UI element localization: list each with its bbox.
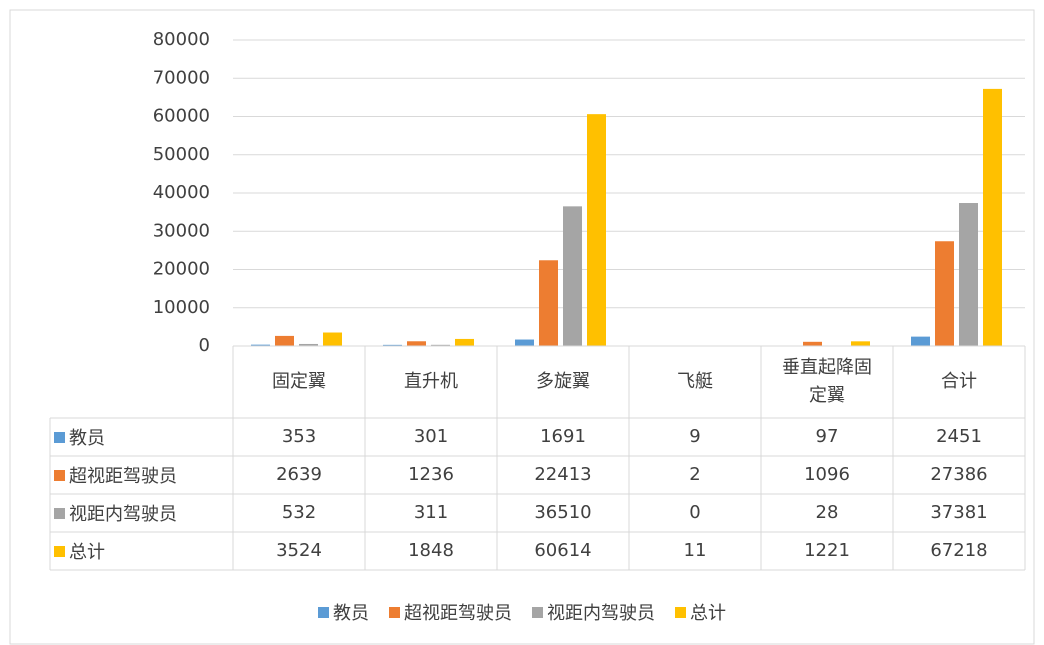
x-tick-label: 直升机 — [404, 371, 458, 392]
table-value: 3524 — [276, 540, 322, 561]
bar — [563, 206, 582, 346]
table-value: 36510 — [534, 502, 592, 523]
table-value: 27386 — [930, 464, 988, 485]
bar — [431, 344, 450, 346]
bar — [959, 203, 978, 346]
table-value: 0 — [689, 502, 701, 523]
table-value: 301 — [413, 426, 449, 447]
bar — [983, 88, 1002, 347]
table-value: 60614 — [534, 540, 592, 561]
x-tick-label: 合计 — [941, 371, 977, 392]
legend-key — [54, 431, 65, 443]
x-tick-label: 垂直起降固定翼 — [782, 357, 872, 406]
bar — [275, 335, 294, 346]
legend: 教员 超视距驾驶员 视距内驾驶员 总计 — [0, 596, 1044, 628]
y-tick-label: 50000 — [153, 144, 210, 165]
table-value: 2 — [689, 464, 701, 485]
table-value: 9 — [689, 426, 701, 447]
bar — [383, 344, 402, 346]
table-value: 2451 — [936, 426, 982, 447]
legend-key — [318, 606, 329, 618]
bar — [587, 114, 606, 346]
chart-border — [9, 9, 1035, 645]
legend-key — [54, 507, 65, 519]
table-value: 532 — [281, 502, 317, 523]
table-value: 2639 — [276, 464, 322, 485]
bar — [911, 336, 930, 346]
table-value: 28 — [815, 502, 839, 523]
y-tick-label: 0 — [199, 335, 210, 356]
table-value: 1691 — [540, 426, 586, 447]
table-value: 37381 — [930, 502, 988, 523]
y-tick-label: 40000 — [153, 182, 210, 203]
bar — [251, 344, 270, 346]
y-tick-label: 70000 — [153, 67, 210, 88]
row-label: 总计 — [50, 532, 237, 570]
x-tick-label: 多旋翼 — [536, 371, 590, 392]
bar — [851, 341, 870, 346]
table-value: 22413 — [534, 464, 592, 485]
row-label: 超视距驾驶员 — [50, 456, 237, 494]
row-label-text: 总计 — [69, 542, 105, 563]
legend-item: 教员 — [318, 599, 369, 625]
bar — [323, 332, 342, 346]
bar — [539, 260, 558, 346]
bar — [407, 341, 426, 346]
legend-key — [54, 469, 65, 481]
legend-key — [532, 606, 543, 618]
legend-key — [675, 606, 686, 618]
x-tick-label: 飞艇 — [677, 371, 713, 392]
legend-label: 总计 — [690, 603, 726, 624]
table-value: 11 — [683, 540, 707, 561]
table-value: 353 — [281, 426, 317, 447]
row-label: 教员 — [50, 418, 237, 456]
table-value: 1096 — [804, 464, 850, 485]
bar — [515, 339, 534, 346]
table-value: 97 — [815, 426, 839, 447]
bar — [455, 338, 474, 346]
table-value: 1221 — [804, 540, 850, 561]
legend-label: 教员 — [333, 603, 369, 624]
row-label: 视距内驾驶员 — [50, 494, 237, 532]
table-value: 311 — [413, 502, 449, 523]
legend-key — [389, 606, 400, 618]
bar — [935, 241, 954, 346]
row-label-text: 视距内驾驶员 — [69, 504, 177, 525]
legend-label: 视距内驾驶员 — [547, 603, 655, 624]
table-value: 1236 — [408, 464, 454, 485]
legend-key — [54, 545, 65, 557]
bar — [299, 343, 318, 346]
y-tick-label: 80000 — [153, 29, 210, 50]
y-tick-label: 20000 — [153, 259, 210, 280]
x-tick-label: 固定翼 — [272, 371, 326, 392]
legend-label: 超视距驾驶员 — [404, 603, 512, 624]
bar — [803, 341, 822, 346]
y-tick-label: 10000 — [153, 297, 210, 318]
y-tick-label: 60000 — [153, 106, 210, 127]
legend-item: 总计 — [675, 599, 726, 625]
legend-item: 超视距驾驶员 — [389, 599, 512, 625]
row-label-text: 教员 — [69, 428, 105, 449]
legend-item: 视距内驾驶员 — [532, 599, 655, 625]
table-value: 1848 — [408, 540, 454, 561]
table-value: 67218 — [930, 540, 988, 561]
y-tick-label: 30000 — [153, 220, 210, 241]
row-label-text: 超视距驾驶员 — [69, 466, 177, 487]
